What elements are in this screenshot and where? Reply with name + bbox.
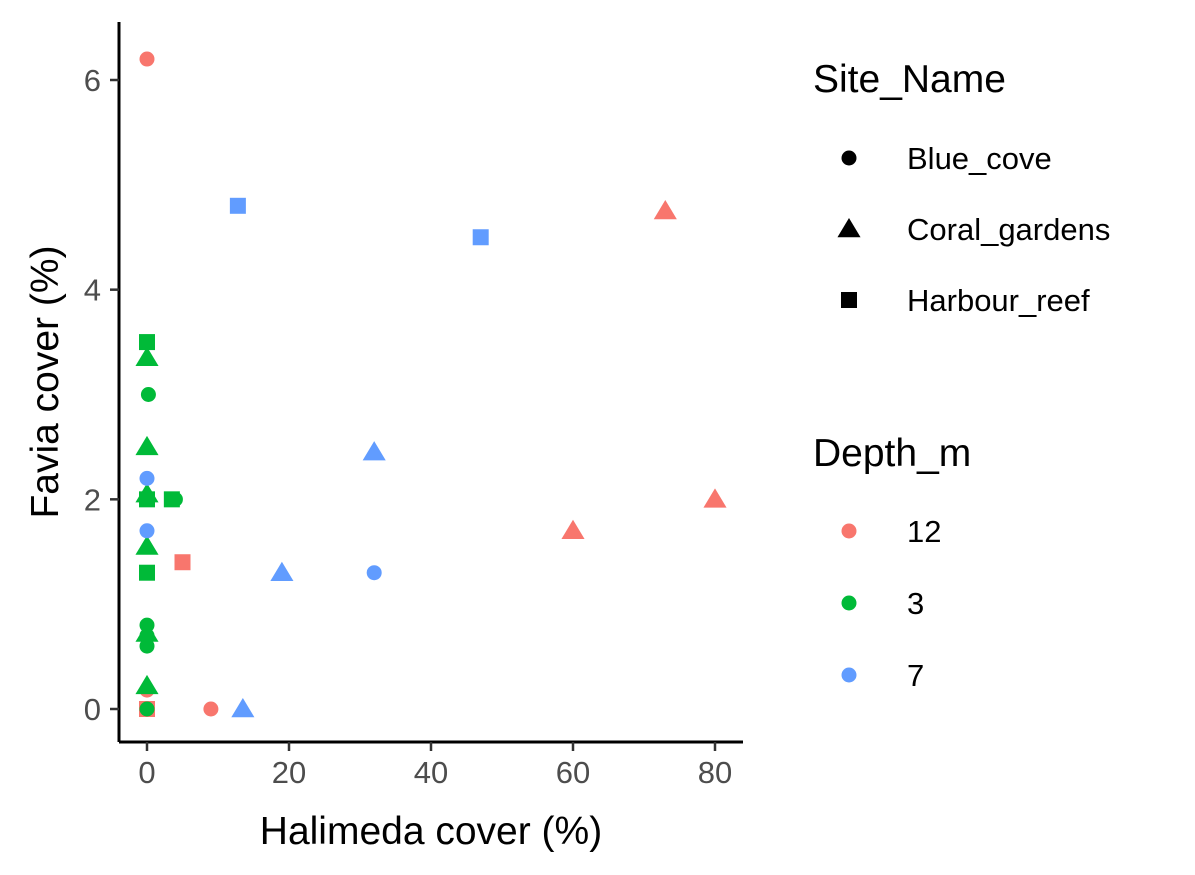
data-point: [139, 638, 155, 654]
data-point: [140, 387, 156, 402]
axes-layer: 0 20 40 60 80 0 2 4 6: [84, 22, 743, 790]
points-layer: [135, 51, 727, 718]
data-point: [139, 701, 155, 717]
data-point: [270, 561, 294, 581]
data-point: [203, 701, 219, 717]
y-axis-title: Favia cover (%): [24, 245, 67, 518]
x-tick-label: 20: [272, 755, 306, 790]
y-tick-label: 6: [84, 63, 101, 98]
x-tick-label: 0: [138, 755, 155, 790]
legend-site-label: Blue_cove: [907, 141, 1052, 176]
data-point: [174, 554, 191, 571]
legend-depth-title: Depth_m: [813, 432, 971, 475]
legend-key-square: [841, 292, 857, 308]
data-point: [139, 470, 155, 486]
y-tick-label: 4: [84, 273, 101, 308]
x-tick-label: 80: [698, 755, 732, 790]
data-point: [139, 523, 155, 539]
data-point: [366, 565, 382, 581]
legend-site-name: Site_Name Blue_cove Coral_gardens Harbour_…: [813, 58, 1110, 318]
x-axis-ticks: 0 20 40 60 80: [138, 742, 732, 790]
data-point: [362, 441, 386, 461]
legend-depth-label: 7: [907, 658, 924, 693]
data-point: [139, 334, 155, 351]
legend-key-triangle: [837, 218, 861, 238]
data-point: [135, 622, 159, 642]
data-point: [135, 674, 159, 695]
legend-key-circle: [841, 150, 857, 166]
data-point: [231, 698, 255, 718]
legend-depth: Depth_m 12 3 7: [813, 432, 971, 693]
data-point: [135, 535, 159, 555]
x-tick-label: 60: [556, 755, 590, 790]
legend-site-title: Site_Name: [813, 58, 1006, 101]
legend-key-color: [841, 523, 857, 539]
data-point: [139, 51, 155, 67]
y-tick-label: 2: [84, 482, 101, 517]
data-point: [703, 488, 727, 508]
data-point: [561, 519, 585, 540]
data-point: [653, 200, 677, 220]
data-point: [135, 346, 159, 367]
legend-depth-label: 12: [907, 514, 941, 549]
data-point: [472, 229, 489, 246]
x-axis-title: Halimeda cover (%): [260, 810, 602, 853]
data-point: [139, 564, 155, 581]
legend-key-color: [841, 595, 857, 611]
data-point: [229, 197, 246, 214]
legend-depth-label: 3: [907, 586, 924, 621]
legend-site-label: Coral_gardens: [907, 212, 1110, 247]
y-axis-ticks: 0 2 4 6: [84, 63, 119, 727]
legend-site-label: Harbour_reef: [907, 283, 1090, 318]
y-tick-label: 0: [84, 692, 101, 727]
data-point: [139, 491, 155, 508]
data-point: [163, 491, 180, 508]
x-tick-label: 40: [414, 755, 448, 790]
data-point: [135, 435, 159, 456]
legend-key-color: [841, 667, 857, 683]
